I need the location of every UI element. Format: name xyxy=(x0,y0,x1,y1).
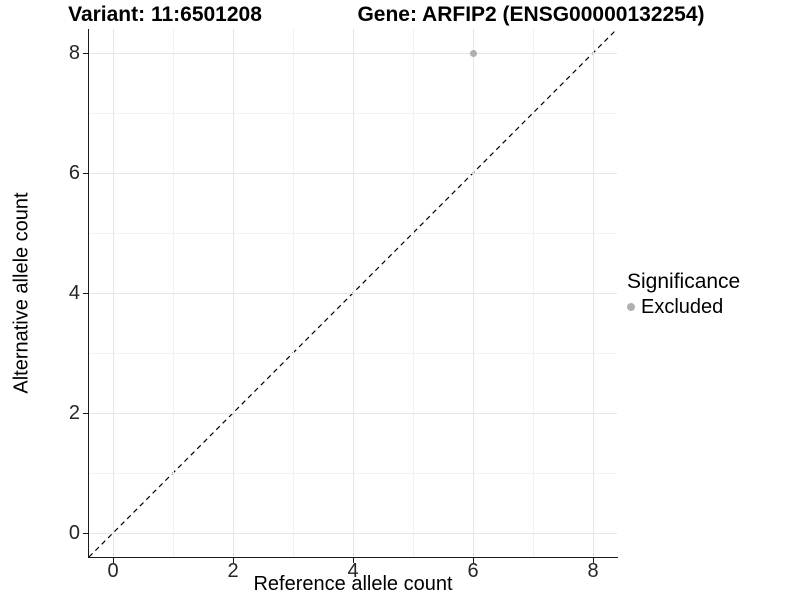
y-tick-label: 2 xyxy=(68,402,80,424)
y-major-gridline xyxy=(89,52,617,54)
x-tick-mark xyxy=(472,558,474,563)
y-major-gridline xyxy=(89,412,617,414)
y-tick-mark xyxy=(83,292,88,294)
x-tick-mark xyxy=(232,558,234,563)
x-tick-label: 6 xyxy=(467,560,479,582)
y-axis-title: Alternative allele count xyxy=(10,192,33,394)
legend-item-excluded: Excluded xyxy=(627,296,740,318)
x-tick-label: 2 xyxy=(227,560,239,582)
y-major-gridline xyxy=(89,532,617,534)
x-axis-line xyxy=(88,557,618,558)
plot-panel xyxy=(89,29,617,557)
y-tick-mark xyxy=(83,52,88,54)
y-tick-label: 4 xyxy=(68,282,80,304)
gene-title: Gene: ARFIP2 (ENSG00000132254) xyxy=(357,3,705,26)
y-tick-label: 6 xyxy=(68,162,80,184)
y-axis-line xyxy=(88,29,89,558)
y-major-gridline xyxy=(89,292,617,294)
y-tick-label: 8 xyxy=(68,42,80,64)
x-tick-mark xyxy=(592,558,594,563)
data-point xyxy=(469,49,477,57)
legend-title: Significance xyxy=(627,270,741,293)
x-tick-label: 4 xyxy=(347,560,359,582)
y-tick-label: 0 xyxy=(68,522,80,544)
y-major-gridline xyxy=(89,172,617,174)
legend-point-icon xyxy=(627,303,635,311)
x-tick-mark xyxy=(352,558,354,563)
x-tick-label: 8 xyxy=(587,560,599,582)
y-tick-mark xyxy=(83,172,88,174)
x-tick-mark xyxy=(112,558,114,563)
variant-title: Variant: 11:6501208 xyxy=(68,3,262,26)
y-tick-mark xyxy=(83,532,88,534)
legend: Significance Excluded xyxy=(627,270,740,318)
x-axis-title: Reference allele count xyxy=(253,573,453,595)
legend-item-label: Excluded xyxy=(641,296,724,318)
x-tick-label: 0 xyxy=(107,560,119,582)
y-tick-mark xyxy=(83,412,88,414)
